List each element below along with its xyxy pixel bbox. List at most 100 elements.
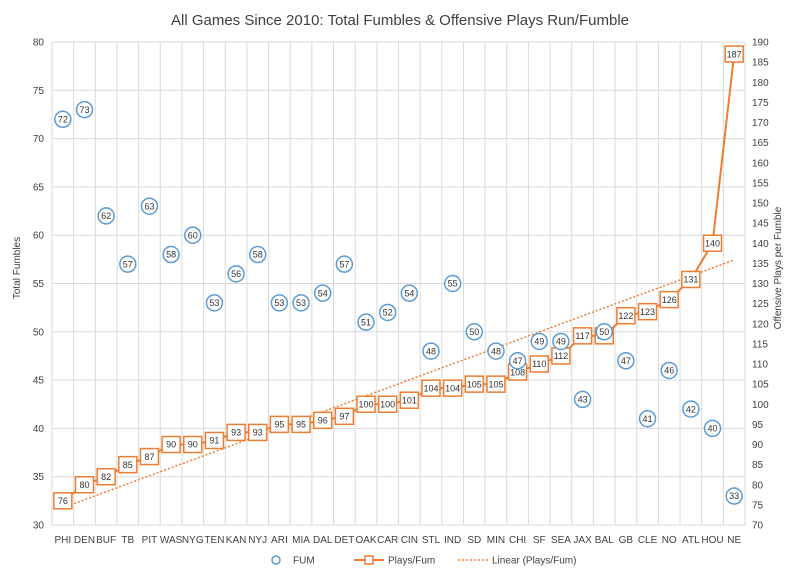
fum-data-label: 51: [361, 317, 371, 327]
fum-marker: [205, 294, 224, 312]
plays-marker: [616, 306, 636, 325]
fum-data-label: 43: [578, 395, 588, 405]
fum-data-label: 62: [101, 211, 111, 221]
left-tick-label: 45: [33, 376, 45, 387]
fum-data-label: 53: [274, 298, 284, 308]
fum-marker: [270, 294, 289, 312]
fum-data-label: 54: [318, 288, 328, 298]
x-tick-label: ATL: [682, 535, 700, 546]
plays-data-label: 96: [318, 416, 328, 426]
x-tick-label: BUF: [96, 535, 116, 546]
plays-marker: [399, 391, 420, 409]
plays-marker: [118, 455, 138, 474]
plays-data-label: 112: [554, 351, 568, 361]
legend-fum-marker: [271, 555, 281, 565]
right-tick-label: 90: [752, 440, 764, 451]
fum-marker: [227, 265, 245, 283]
fum-marker: [595, 323, 613, 341]
plays-marker: [421, 379, 441, 397]
right-tick-label: 175: [752, 98, 769, 109]
fum-marker: [313, 284, 332, 302]
plays-marker: [659, 290, 679, 309]
fum-marker: [75, 100, 94, 119]
plays-data-label: 82: [101, 472, 111, 482]
fum-marker: [54, 110, 72, 129]
x-tick-label: NE: [727, 535, 741, 546]
fum-data-label: 47: [621, 356, 631, 366]
plays-marker: [572, 327, 593, 345]
right-tick-label: 140: [752, 239, 769, 250]
left-tick-label: 40: [33, 424, 45, 435]
right-tick-label: 125: [752, 299, 769, 310]
fum-marker: [465, 323, 484, 341]
plays-marker: [74, 476, 95, 494]
fum-marker: [552, 332, 570, 351]
plays-data-label: 105: [488, 379, 503, 389]
x-tick-label: MIN: [487, 535, 505, 546]
fum-data-label: 46: [664, 366, 674, 376]
left-tick-label: 75: [33, 86, 45, 97]
plays-marker: [356, 395, 376, 413]
right-tick-label: 160: [752, 158, 769, 169]
plays-marker: [204, 431, 225, 450]
x-tick-label: BAL: [595, 535, 614, 546]
fum-data-label: 57: [123, 259, 133, 269]
fum-marker: [97, 207, 115, 225]
x-tick-label: SF: [533, 535, 546, 546]
fum-data-label: 52: [383, 308, 393, 318]
fum-marker: [162, 245, 180, 264]
plays-marker: [724, 45, 744, 63]
right-tick-label: 170: [752, 118, 769, 129]
fum-marker: [443, 274, 462, 293]
right-axis-ticks: 70 75 80 85 90 95 100 105 110 115 120 125 130 135 140 1…: [752, 38, 769, 532]
fum-marker: [248, 245, 267, 264]
legend-plays-label: Plays/Fum: [388, 556, 435, 567]
fum-data-label: 33: [729, 491, 739, 501]
right-tick-label: 75: [752, 500, 764, 511]
fum-marker: [357, 313, 375, 331]
fum-marker: [725, 487, 743, 505]
plays-data-label: 100: [380, 399, 395, 409]
fum-data-label: 49: [556, 337, 566, 347]
fum-data-label: 54: [404, 288, 414, 298]
fum-data-label: 55: [448, 279, 458, 289]
plays-marker: [226, 423, 246, 442]
plays-marker: [53, 492, 73, 510]
plays-data-label: 93: [231, 428, 241, 438]
plays-data-label: 93: [253, 428, 263, 438]
left-tick-label: 35: [33, 472, 45, 483]
plays-data-label: 80: [79, 480, 89, 490]
right-tick-label: 115: [752, 339, 768, 350]
plays-marker: [681, 270, 701, 289]
legend-fum-label: FUM: [293, 556, 315, 567]
fum-marker: [400, 284, 419, 302]
plays-data-label: 105: [467, 379, 482, 389]
x-tick-label: CLE: [638, 535, 658, 546]
left-tick-label: 70: [33, 134, 45, 145]
right-axis-title: Offensive Plays per Fumble: [773, 206, 784, 329]
plays-marker: [464, 375, 485, 393]
fum-marker: [617, 352, 635, 370]
fum-data-label: 50: [599, 327, 609, 337]
x-tick-label: DET: [334, 535, 354, 546]
plays-marker: [334, 407, 355, 426]
x-tick-label: STL: [422, 535, 441, 546]
plays-data-label: 90: [166, 440, 176, 450]
x-tick-label: NYG: [182, 535, 204, 546]
left-tick-label: 50: [33, 327, 45, 338]
trendline-path: [62, 259, 735, 509]
x-tick-label: PHI: [54, 535, 71, 546]
fum-data-label: 42: [686, 404, 696, 414]
fum-data-label: 57: [339, 259, 349, 269]
right-tick-label: 165: [752, 138, 769, 149]
plays-marker: [637, 302, 658, 321]
left-tick-label: 30: [33, 521, 45, 532]
plays-data-label: 110: [532, 359, 546, 369]
fum-data-label: 53: [296, 298, 306, 308]
trendline: [62, 259, 735, 509]
right-tick-label: 145: [752, 219, 769, 230]
fum-data-label: 56: [231, 269, 241, 279]
plays-data-label: 123: [640, 307, 655, 317]
x-tick-label: WAS: [160, 535, 183, 546]
